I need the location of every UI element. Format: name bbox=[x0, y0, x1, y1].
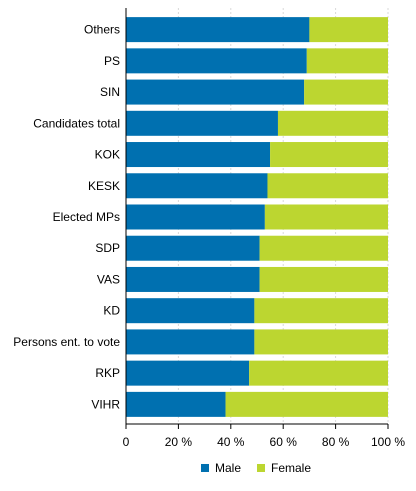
category-label: KD bbox=[103, 304, 120, 318]
bar-male bbox=[126, 79, 305, 105]
gridlines bbox=[177, 8, 389, 424]
bar-female bbox=[267, 173, 388, 199]
bar-male bbox=[126, 329, 255, 355]
category-label: SDP bbox=[95, 241, 120, 255]
bar-female bbox=[259, 235, 388, 261]
bar-male bbox=[126, 17, 310, 43]
legend: Male Female bbox=[201, 461, 311, 475]
x-tick-label: 20 % bbox=[165, 435, 193, 449]
bar-male bbox=[126, 110, 278, 136]
bar-male bbox=[126, 391, 226, 417]
legend-swatch-male bbox=[201, 463, 209, 472]
bar-female bbox=[270, 142, 388, 168]
x-tick-label: 40 % bbox=[217, 435, 245, 449]
category-label: Candidates total bbox=[33, 116, 120, 130]
bar-female bbox=[249, 360, 388, 386]
bar-male bbox=[126, 235, 260, 261]
bar-female bbox=[254, 298, 388, 324]
legend-swatch-female bbox=[257, 463, 265, 472]
category-label: PS bbox=[104, 54, 120, 68]
bar-male bbox=[126, 142, 271, 168]
category-label: VIHR bbox=[91, 397, 120, 411]
x-axis: 0 20 % 40 % 60 % 80 % 100 % bbox=[123, 8, 405, 449]
bar-female bbox=[254, 329, 388, 355]
x-tick-label: 80 % bbox=[322, 435, 350, 449]
bar-male bbox=[126, 204, 265, 230]
category-label: Elected MPs bbox=[53, 210, 120, 224]
bar-male bbox=[126, 360, 250, 386]
bar-female bbox=[277, 110, 388, 136]
bar-male bbox=[126, 173, 268, 199]
category-label: Others bbox=[84, 23, 120, 37]
category-labels: Others PS SIN Candidates total KOK KESK Electe… bbox=[13, 23, 120, 412]
bar-female bbox=[304, 79, 388, 105]
bar-male bbox=[126, 298, 255, 324]
bar-male bbox=[126, 266, 260, 292]
x-tick-label: 100 % bbox=[371, 435, 405, 449]
bar-female bbox=[225, 391, 388, 417]
category-label: VAS bbox=[97, 272, 120, 286]
legend-label: Male bbox=[215, 461, 241, 475]
bar-female bbox=[306, 48, 388, 74]
category-label: Persons ent. to vote bbox=[13, 335, 120, 349]
bar-female bbox=[264, 204, 388, 230]
category-label: RKP bbox=[95, 366, 120, 380]
legend-label: Female bbox=[271, 461, 311, 475]
category-label: SIN bbox=[100, 85, 120, 99]
x-tick-label: 60 % bbox=[270, 435, 298, 449]
bars bbox=[126, 17, 388, 417]
x-tick-label: 0 bbox=[123, 435, 130, 449]
category-label: KESK bbox=[88, 179, 120, 193]
bar-female bbox=[309, 17, 388, 43]
bar-female bbox=[259, 266, 388, 292]
bar-male bbox=[126, 48, 307, 74]
category-label: KOK bbox=[95, 148, 120, 162]
